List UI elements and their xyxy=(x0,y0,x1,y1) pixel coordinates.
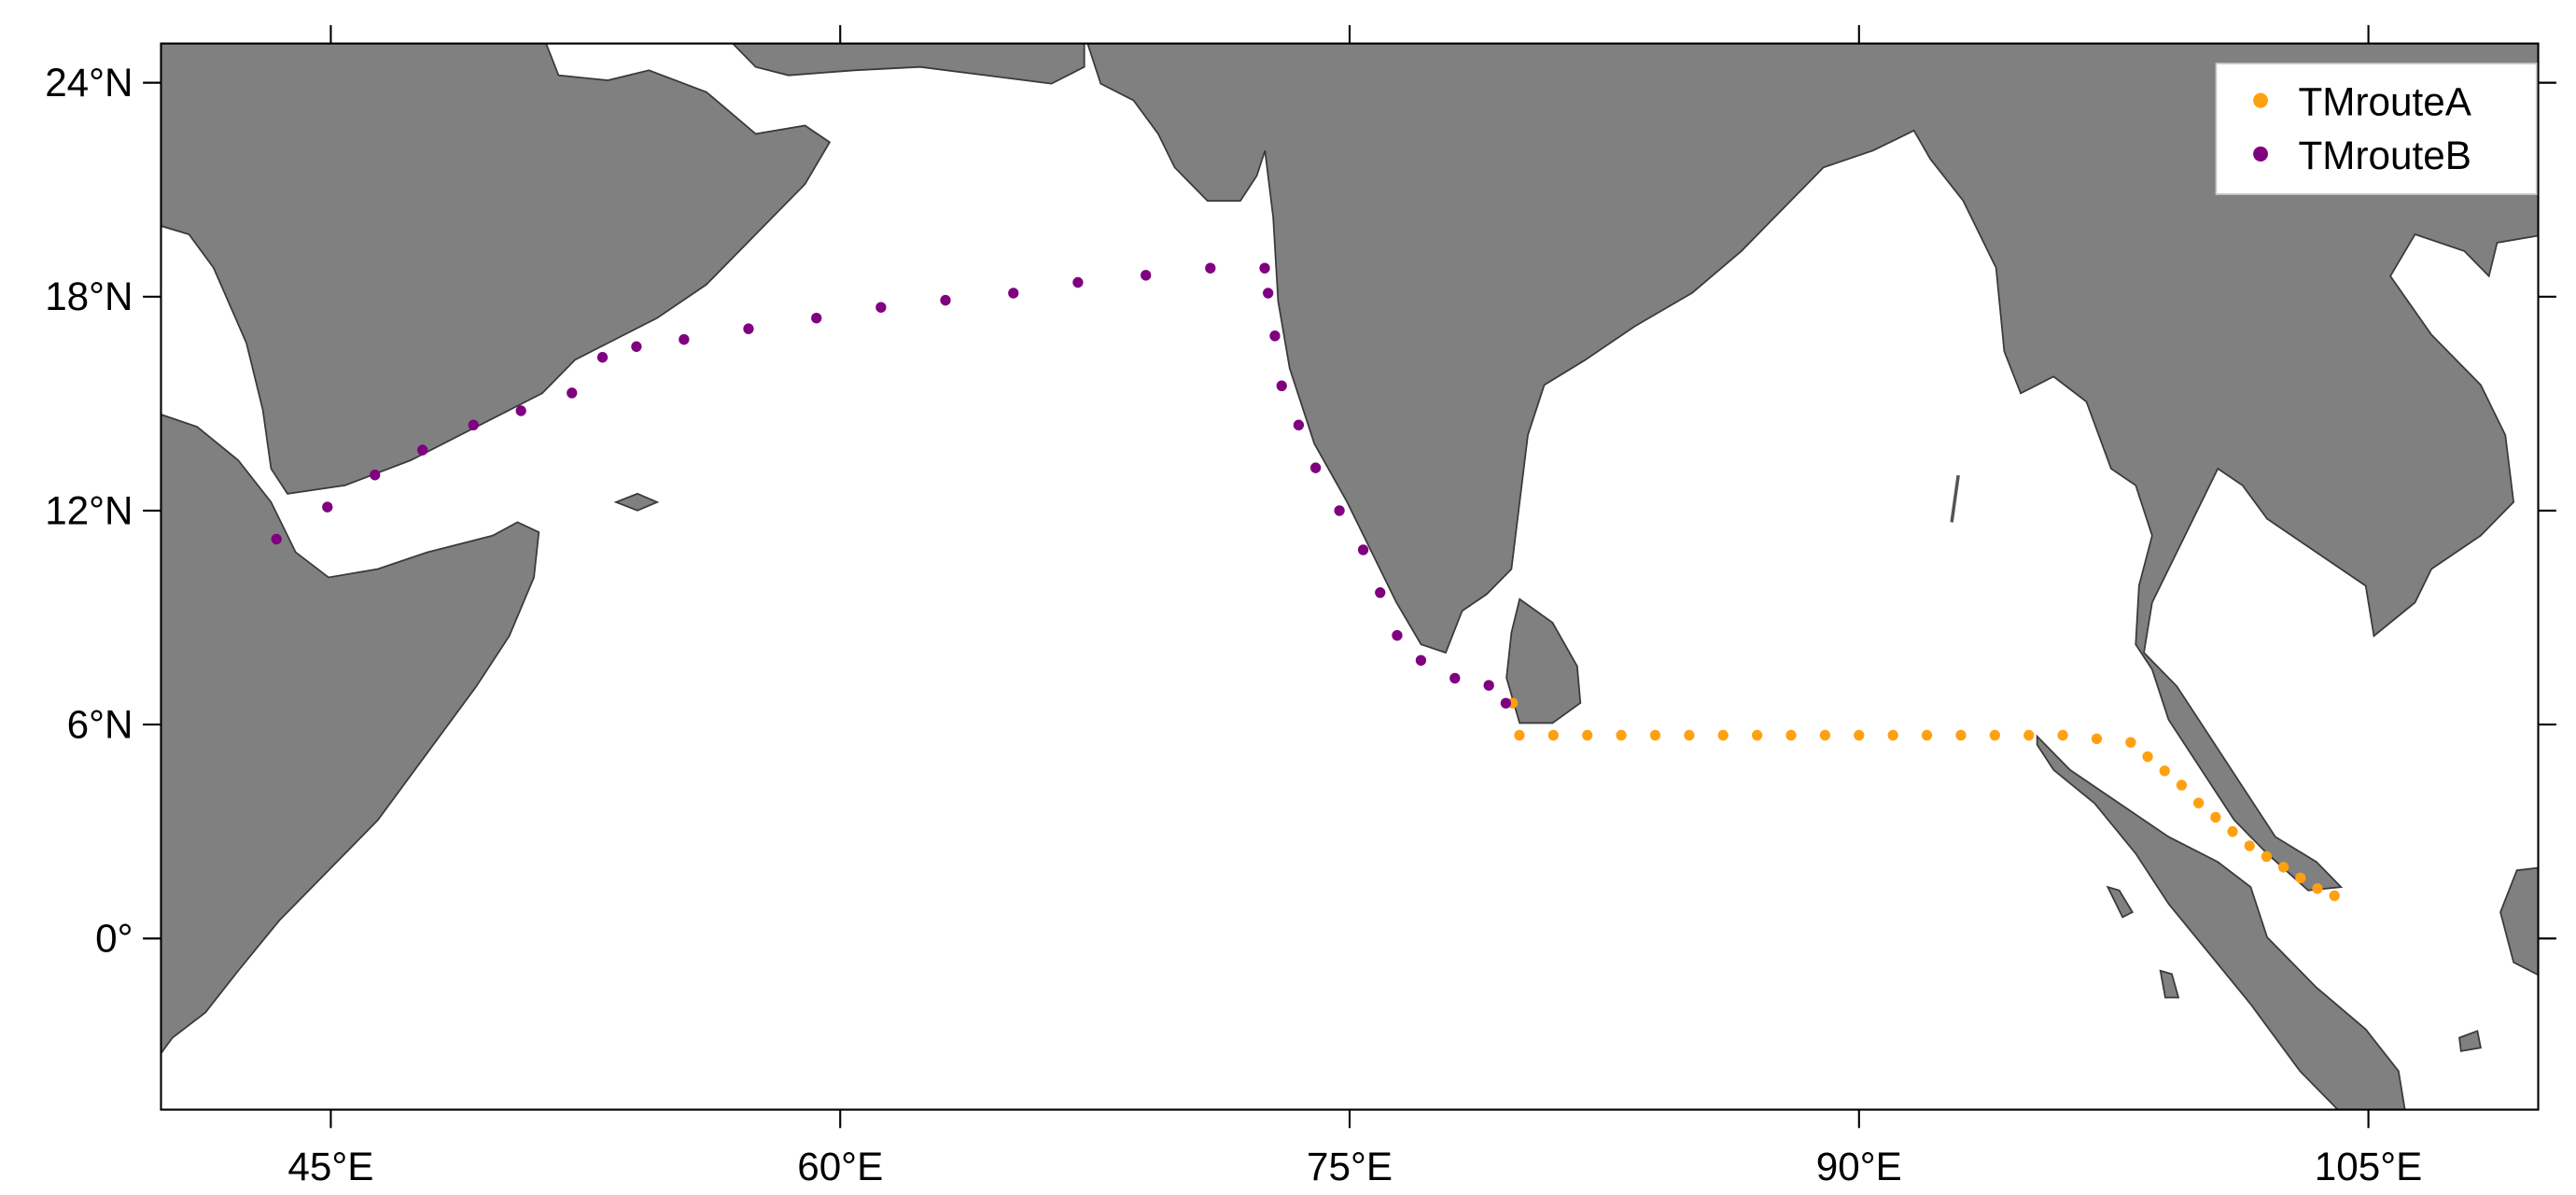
route-point xyxy=(1072,276,1084,288)
route-point xyxy=(811,312,822,324)
andaman-islands xyxy=(1950,474,1960,523)
route-point xyxy=(743,323,754,334)
y-tick-label: 0° xyxy=(95,916,133,961)
x-tick-label: 60°E xyxy=(797,1145,883,1189)
borneo xyxy=(2499,866,2539,977)
axes: 45°E 60°E 75°E 90°E 105°E 0° 6°N 12°N 18°N 24°N xyxy=(45,24,2556,1189)
route-point xyxy=(1616,729,1627,741)
route-point xyxy=(2176,780,2188,791)
route-point xyxy=(2329,890,2340,902)
route-point xyxy=(1259,262,1270,274)
route-point xyxy=(1887,729,1898,741)
route-point xyxy=(1263,288,1274,299)
route-point xyxy=(2261,851,2273,863)
route-point xyxy=(1649,729,1661,741)
route-point xyxy=(2312,883,2323,894)
route-point xyxy=(1375,587,1386,598)
route-point xyxy=(1752,729,1763,741)
route-point xyxy=(1785,729,1797,741)
routes xyxy=(271,262,2340,902)
route-point xyxy=(1483,680,1494,691)
route-point xyxy=(1392,629,1403,641)
y-tick-label: 6°N xyxy=(67,702,133,747)
route-point xyxy=(1205,262,1216,274)
land xyxy=(161,43,2539,1110)
route-point xyxy=(1717,729,1729,741)
route-point xyxy=(875,302,887,313)
route-point xyxy=(2159,766,2170,777)
route-point xyxy=(2244,840,2255,851)
x-tick-label: 75°E xyxy=(1307,1145,1393,1189)
route-point xyxy=(1141,270,1152,281)
islet xyxy=(2106,885,2134,919)
route-point xyxy=(1276,380,1287,391)
route-point xyxy=(1582,729,1593,741)
legend-label: TMrouteB xyxy=(2299,134,2471,178)
africa-horn xyxy=(161,414,540,1055)
y-tick-label: 24°N xyxy=(45,61,133,105)
route-point xyxy=(1989,729,2000,741)
x-tick-label: 90°E xyxy=(1816,1145,1902,1189)
x-tick-label: 45°E xyxy=(287,1145,373,1189)
route-point xyxy=(1819,729,1831,741)
legend-marker xyxy=(2253,146,2268,162)
islet xyxy=(2159,969,2180,999)
route-point xyxy=(940,294,951,306)
route-point xyxy=(2091,733,2103,745)
route-point xyxy=(2295,872,2306,884)
route-point xyxy=(1415,654,1427,667)
route-point xyxy=(2227,825,2238,837)
route-point xyxy=(631,341,642,352)
route-point xyxy=(1449,672,1461,684)
route-point xyxy=(1500,697,1512,709)
route-point xyxy=(370,470,381,481)
route-point xyxy=(2023,729,2035,741)
route-point xyxy=(679,333,690,345)
legend-label: TMrouteA xyxy=(2299,79,2472,124)
asia-mainland xyxy=(1086,43,2539,892)
route-point xyxy=(1684,729,1695,741)
socotra xyxy=(613,492,660,512)
route-point xyxy=(2193,797,2205,808)
iran-coast xyxy=(731,43,1085,85)
route-point xyxy=(1921,729,1933,741)
route-point xyxy=(2125,737,2136,748)
route-point xyxy=(468,419,479,431)
route-point xyxy=(2057,729,2068,741)
route-point xyxy=(1269,330,1281,342)
x-tick-label: 105°E xyxy=(2315,1145,2423,1189)
route-point xyxy=(271,533,282,545)
route-point xyxy=(567,387,578,399)
arabia xyxy=(161,43,832,495)
route-point xyxy=(1008,288,1019,299)
route-point xyxy=(1357,544,1369,555)
route-point xyxy=(1514,729,1525,741)
route-point xyxy=(1309,462,1322,473)
route-point xyxy=(596,351,609,363)
route-point xyxy=(1854,729,1865,741)
route-point xyxy=(1547,729,1559,741)
route-point xyxy=(1955,729,1967,741)
route-point xyxy=(322,501,333,513)
legend: TMrouteA TMrouteB xyxy=(2215,63,2538,195)
legend-box xyxy=(2215,63,2538,195)
route-point xyxy=(2142,751,2153,763)
legend-marker xyxy=(2253,92,2268,108)
route-point xyxy=(417,444,428,456)
route-point xyxy=(2277,862,2289,873)
sri-lanka xyxy=(1505,598,1582,724)
route-point xyxy=(1334,505,1345,516)
route-point xyxy=(2210,811,2221,823)
sumatra xyxy=(2036,734,2406,1110)
islet xyxy=(2458,1030,2482,1052)
route-point xyxy=(515,405,526,416)
y-tick-label: 12°N xyxy=(45,488,133,533)
y-tick-label: 18°N xyxy=(45,274,133,319)
route-point xyxy=(1293,419,1305,431)
